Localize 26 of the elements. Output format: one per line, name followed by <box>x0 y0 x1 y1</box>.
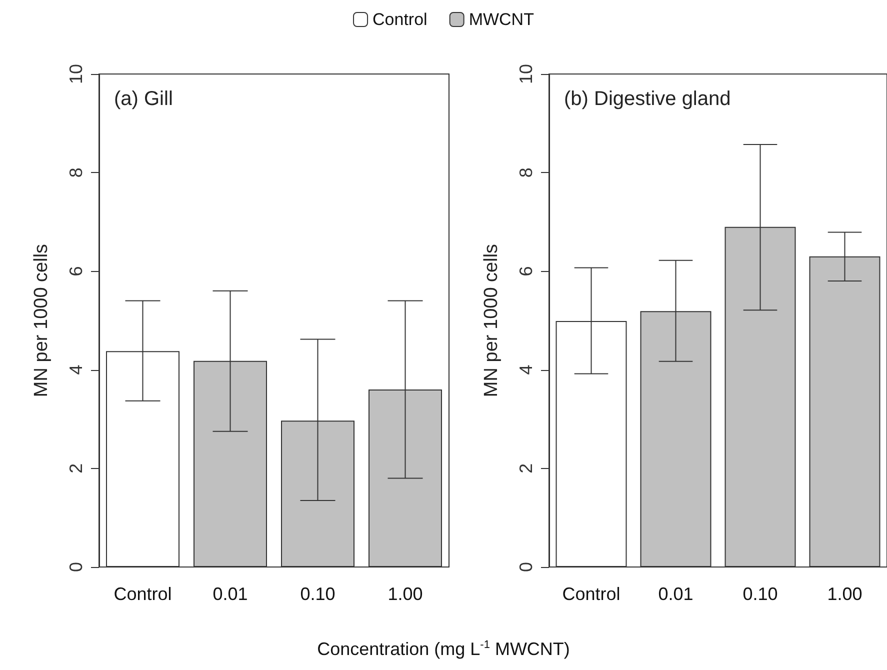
x-tick-label: 1.00 <box>388 584 423 604</box>
y-tick-label: 0 <box>66 562 86 572</box>
y-tick-label: 6 <box>66 266 86 276</box>
y-tick-label: 2 <box>66 463 86 474</box>
y-tick-label: 4 <box>516 364 536 375</box>
y-tick-label: 10 <box>66 64 86 84</box>
y-tick-label: 6 <box>516 266 536 276</box>
legend-label: MWCNT <box>468 10 534 29</box>
y-tick-label: 8 <box>66 168 86 178</box>
x-tick-label: 0.10 <box>300 584 336 604</box>
text: (b) Digestive gland <box>564 88 731 110</box>
x-tick-label: 0.10 <box>742 584 778 604</box>
y-axis-title: MN per 1000 cells <box>481 244 502 398</box>
y-tick-label: 2 <box>516 463 536 474</box>
x-tick-label: 0.01 <box>658 584 694 604</box>
legend-label: Control <box>372 10 428 29</box>
y-tick-label: 0 <box>516 562 536 572</box>
x-tick-label: 1.00 <box>827 584 862 604</box>
y-axis-title: MN per 1000 cells <box>31 244 52 398</box>
x-tick-label: Control <box>114 584 172 604</box>
y-tick-label: 4 <box>66 364 86 375</box>
y-tick-label: 8 <box>516 168 536 178</box>
x-tick-label: 0.01 <box>212 584 248 604</box>
text: (a) Gill <box>114 88 173 110</box>
y-tick-label: 10 <box>516 64 536 84</box>
x-tick-label: Control <box>562 584 620 604</box>
